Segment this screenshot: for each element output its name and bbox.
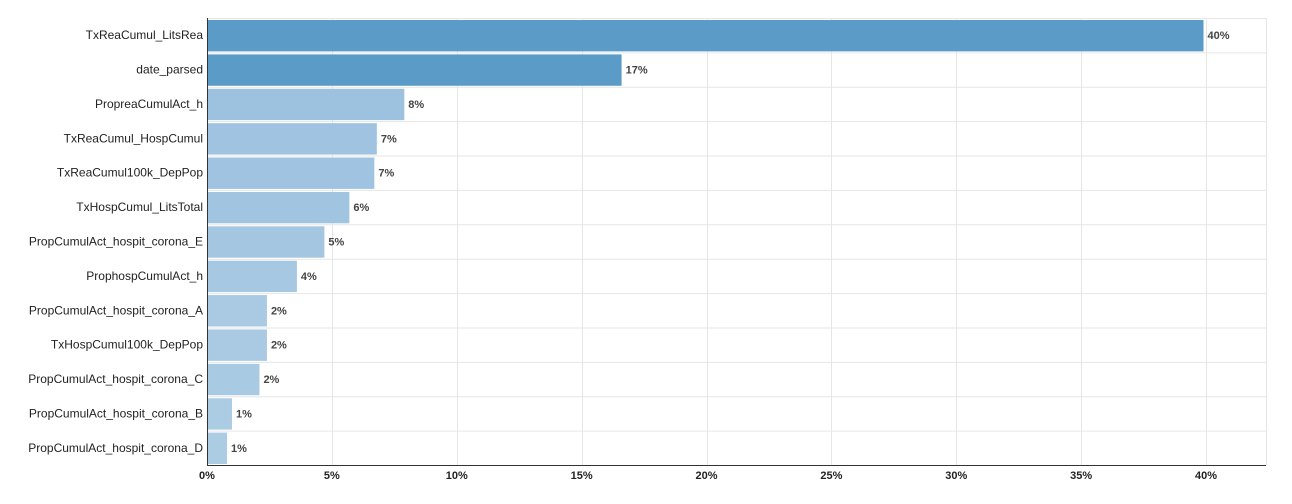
value-label: 7% [378,168,394,180]
value-label: 1% [231,443,247,455]
value-label: 40% [1208,30,1230,42]
bar [207,260,297,293]
value-label: 8% [408,99,424,111]
x-tick-label: 20% [695,470,717,482]
bar [207,226,325,258]
category-label: PropCumulAct_hospit_corona_D [28,441,203,455]
category-label: PropreaCumulAct_h [95,97,203,111]
bar [207,88,405,121]
category-label: TxReaCumul100k_DepPop [57,166,203,180]
bar [207,398,232,430]
value-label: 1% [236,408,252,420]
bar [207,20,1204,52]
x-tick-label: 25% [820,470,842,482]
category-label: TxReaCumul_HospCumul [64,131,203,145]
value-label: 2% [271,305,287,317]
value-label: 2% [263,374,279,386]
category-label: TxHospCumul_LitsTotal [76,200,203,214]
bar [207,432,227,464]
category-label: TxReaCumul_LitsRea [86,28,204,42]
x-tick-label: 0% [199,470,215,482]
x-tick-label: 5% [324,470,340,482]
value-label: 7% [381,133,397,145]
value-label: 5% [328,237,344,249]
category-label: date_parsed [136,63,203,77]
bar [207,123,377,155]
value-label: 6% [353,202,369,214]
bar [207,295,267,327]
bar [207,191,350,224]
category-label: PropCumulAct_hospit_corona_C [28,372,203,386]
category-label: PropCumulAct_hospit_corona_A [29,303,203,317]
bar [207,54,622,86]
x-tick-label: 30% [945,470,967,482]
value-label: 2% [271,340,287,352]
bar [207,157,375,189]
category-label: ProphospCumulAct_h [86,269,203,283]
category-label: PropCumulAct_hospit_corona_B [29,406,203,420]
bar [207,363,260,396]
value-label: 4% [301,271,317,283]
category-label: PropCumulAct_hospit_corona_E [29,235,203,249]
value-label: 17% [626,65,648,77]
x-tick-label: 40% [1195,470,1217,482]
x-tick-label: 35% [1070,470,1092,482]
bar [207,329,267,361]
category-label: TxHospCumul100k_DepPop [51,338,203,352]
x-tick-label: 10% [446,470,468,482]
x-tick-label: 15% [571,470,593,482]
